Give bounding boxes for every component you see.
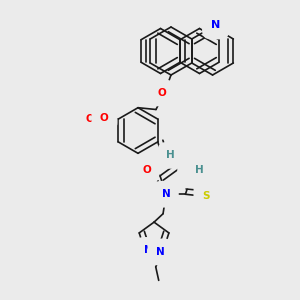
Text: O: O — [85, 114, 94, 124]
Text: N: N — [211, 20, 220, 31]
Text: N: N — [162, 189, 170, 199]
Text: O: O — [100, 112, 109, 123]
Text: H: H — [195, 165, 203, 176]
Text: O: O — [157, 88, 166, 98]
Text: N: N — [186, 170, 194, 180]
Text: O: O — [142, 165, 151, 175]
Text: O: O — [100, 112, 109, 123]
Text: H: H — [166, 150, 175, 161]
Text: S: S — [202, 191, 209, 201]
Text: N: N — [156, 247, 165, 257]
Text: N: N — [143, 245, 152, 255]
